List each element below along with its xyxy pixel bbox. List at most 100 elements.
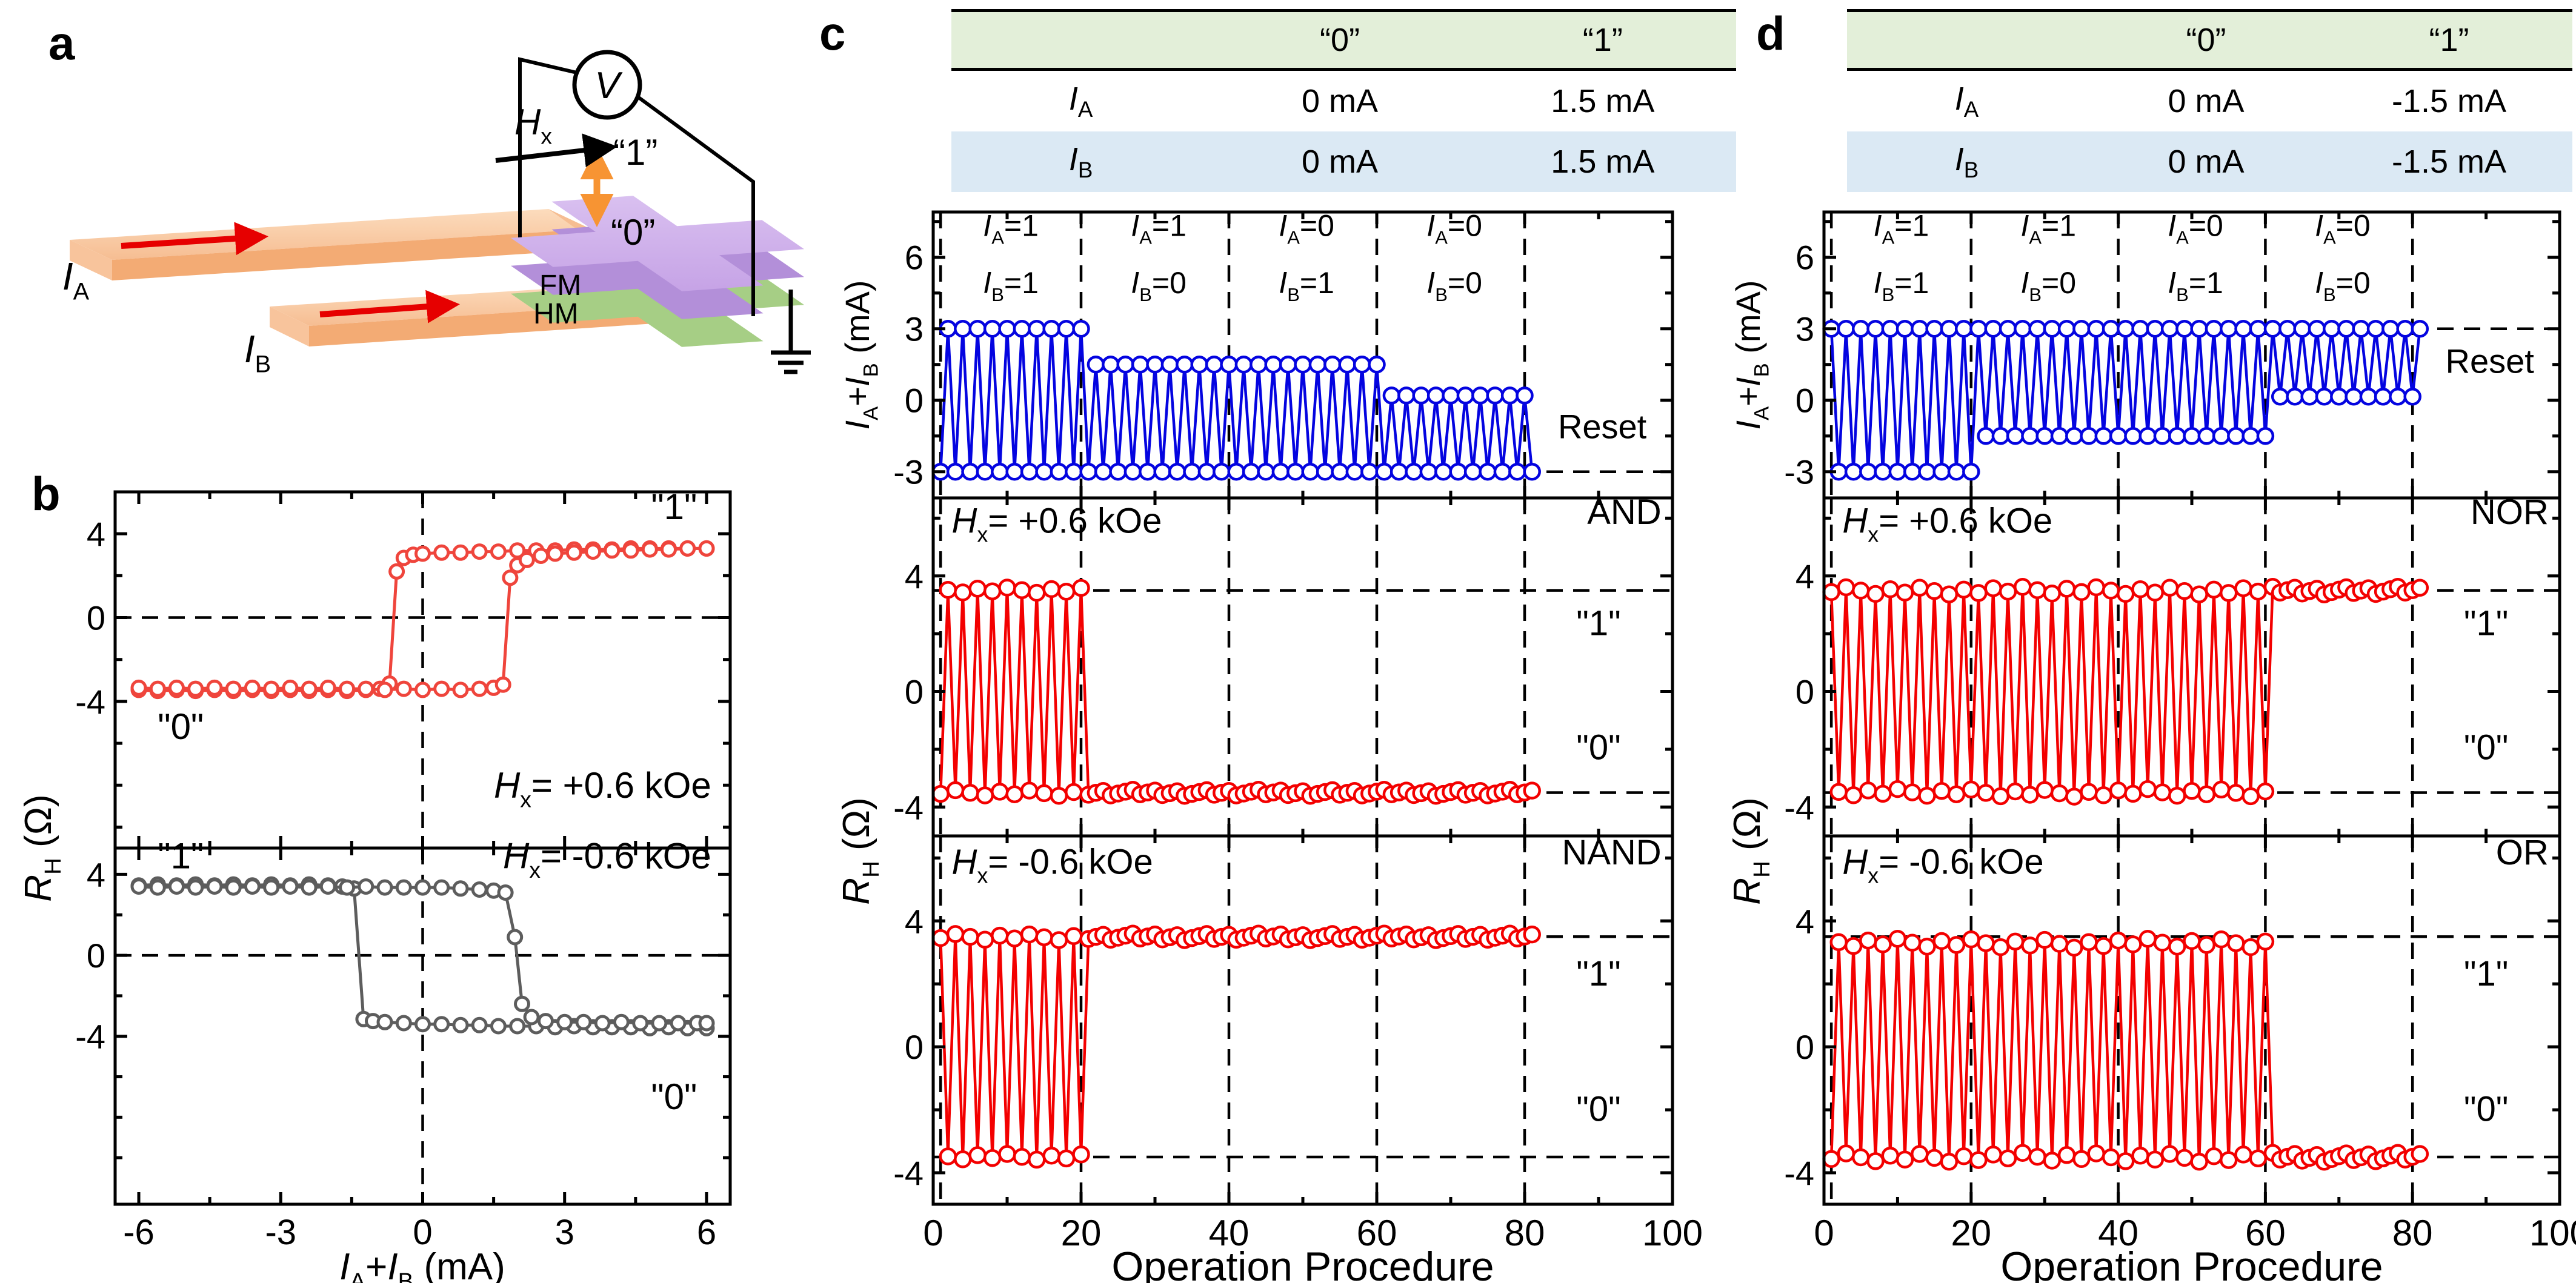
y-tick-label: 4 — [1796, 557, 1814, 595]
y-tick-label: -4 — [75, 683, 105, 721]
guide-lines — [933, 836, 1672, 1204]
x-tick-label: 40 — [2098, 1213, 2138, 1253]
arm-a-top — [70, 209, 591, 260]
annotation: IA=1 — [1131, 208, 1186, 248]
y-tick-label: -3 — [893, 453, 924, 491]
voltmeter-wire-right — [635, 94, 755, 316]
ia-label: IA — [62, 254, 90, 305]
data-markers — [130, 878, 715, 1032]
axis-title-b-y: RH (Ω) — [18, 794, 66, 901]
x-tick-label: 60 — [2245, 1213, 2286, 1253]
hx-arrow — [495, 133, 618, 167]
panel-d-label: d — [1756, 7, 1785, 60]
fm-label: FM — [539, 270, 581, 302]
plot-b-top: 4 0 -4 "0" "1" Hx= +0.6 kOe — [75, 486, 732, 850]
y-tick-label: -4 — [1784, 788, 1814, 826]
panel-b-label: b — [32, 467, 61, 520]
logic-table-c: “0” “1” IA 0 mA 1.5 mA IB 0 mA 1.5 mA — [951, 9, 1736, 192]
data-line — [138, 546, 707, 692]
axis-title-c-y-rh: RH (Ω) — [836, 797, 884, 904]
annotation: "1" — [1576, 604, 1620, 643]
table-c-rowA-v0: 0 mA — [1301, 83, 1379, 119]
annotation: "0" — [2464, 1089, 2508, 1129]
axis-title-c-x: Operation Procedure — [1111, 1244, 1494, 1283]
annotation: "1" — [2464, 604, 2508, 643]
table-d-rowB-v0: 0 mA — [2168, 144, 2245, 180]
table-c-rowB-label: IB — [1068, 141, 1093, 182]
annotation: IA=0 — [2168, 208, 2223, 248]
annotation: "1" — [2464, 954, 2508, 993]
y-tick-label: 0 — [905, 673, 924, 711]
annotation: IB=1 — [1279, 266, 1334, 305]
panel-c-label: c — [819, 7, 846, 60]
guide-lines — [115, 848, 730, 1204]
annotation: Reset — [2446, 342, 2535, 380]
table-d-rowA-label: IA — [1954, 81, 1979, 122]
y-tick-label: 4 — [905, 902, 924, 940]
current-b-arrow — [319, 290, 460, 323]
y-tick-label: 0 — [905, 382, 924, 420]
voltmeter-label: V — [594, 65, 623, 107]
data-markers — [931, 924, 1541, 1169]
axis-title-d-x: Operation Procedure — [2000, 1244, 2383, 1283]
voltmeter-icon — [572, 50, 642, 120]
annotation: IA=1 — [2020, 208, 2076, 248]
data-markers — [931, 579, 1541, 805]
state-0-label: “0” — [611, 212, 655, 253]
table-c-rowB-v0: 0 mA — [1301, 144, 1379, 180]
arm-b-end — [270, 307, 309, 346]
x-tick-label: 80 — [1505, 1213, 1545, 1253]
plot-c-top: 6 3 0 -3 IA=1 IA=1 IA=0 IA=0 IB=1 IB=0 IB=1 IB=0 Res… — [893, 208, 1674, 500]
y-tick-label: -4 — [1784, 1154, 1814, 1192]
data-line — [1829, 938, 2421, 1164]
y-tick-label: 4 — [1796, 902, 1814, 940]
plot-b-bot: 4 0 -4 -6 -3 0 3 6 "1" Hx= -0.6 kOe "0" — [75, 835, 732, 1252]
annotation: IA=1 — [1874, 208, 1929, 248]
annotation: IB=0 — [2315, 266, 2371, 305]
data-line — [939, 932, 1533, 1160]
annotation: IB=0 — [1426, 266, 1482, 305]
y-tick-label: 0 — [1796, 1028, 1814, 1066]
axis-title-d-y-rh: RH (Ω) — [1726, 797, 1775, 904]
table-d-rowB-label: IB — [1954, 141, 1979, 182]
y-tick-label: 0 — [1796, 382, 1814, 420]
data-line — [939, 587, 1533, 798]
ib-label: IB — [244, 327, 271, 378]
x-tick-label: 0 — [413, 1213, 432, 1252]
table-c-rowA-v1: 1.5 mA — [1551, 83, 1655, 119]
table-c-rowA-label: IA — [1068, 81, 1093, 122]
y-tick-label: -4 — [893, 1154, 924, 1192]
data-markers — [931, 319, 1541, 481]
y-tick-label: 0 — [87, 599, 105, 637]
hm-label: HM — [533, 298, 579, 330]
data-line — [138, 884, 707, 1025]
annotation: Hx= +0.6 kOe — [952, 501, 1162, 546]
x-tick-label: -6 — [123, 1213, 155, 1252]
y-tick-label: 6 — [905, 239, 924, 277]
data-line — [1829, 584, 2420, 797]
x-tick-label: 100 — [1642, 1213, 1703, 1253]
annotation: OR — [2496, 833, 2549, 872]
annotation: IA=0 — [2315, 208, 2371, 248]
data-markers — [1822, 930, 2429, 1171]
panel-a-label: a — [48, 16, 75, 70]
y-tick-label: 0 — [87, 937, 105, 975]
annotation: IA=0 — [1279, 208, 1334, 248]
annotation: Hx= +0.6 kOe — [1842, 501, 2052, 546]
table-d-rowA-v1: -1.5 mA — [2391, 83, 2507, 119]
annotation: "1" — [651, 486, 697, 527]
annotation: IB=1 — [983, 266, 1039, 305]
annotation: "0" — [2464, 728, 2508, 767]
axis-title-d-y-top: IA+IB (mA) — [1729, 280, 1774, 429]
state-1-label: “1” — [613, 132, 657, 173]
annotation: Hx= -0.6 kOe — [503, 835, 711, 883]
x-tick-label: 20 — [1951, 1213, 1991, 1253]
device-schematic: Hx V “1” “0” FM HM IA IB — [62, 50, 811, 378]
ground-icon — [771, 290, 811, 374]
table-c-col-0: “0” — [1320, 22, 1360, 58]
x-tick-label: 20 — [1061, 1213, 1102, 1253]
table-d-col-0: “0” — [2186, 22, 2226, 58]
